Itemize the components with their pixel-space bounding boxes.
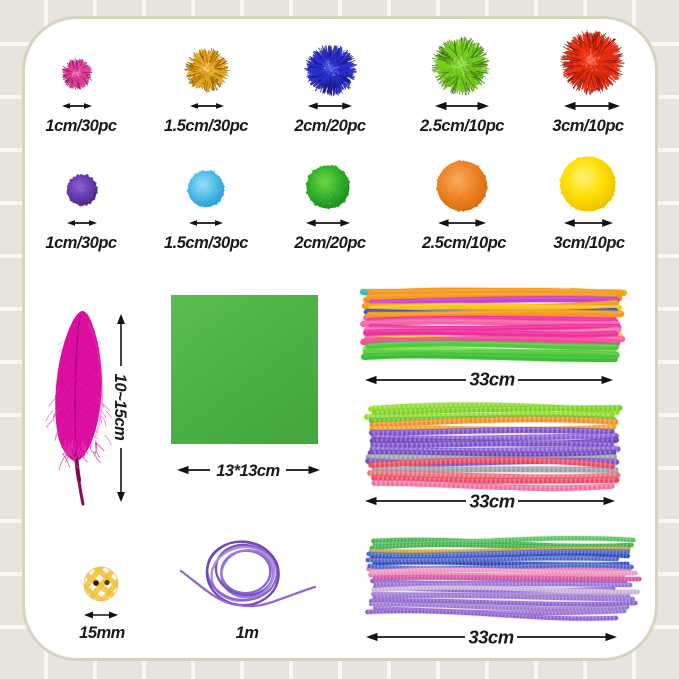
svg-text:3cm/10pc: 3cm/10pc xyxy=(553,234,625,252)
svg-text:2cm/20pc: 2cm/20pc xyxy=(293,234,366,252)
svg-text:1.5cm/30pc: 1.5cm/30pc xyxy=(164,234,248,252)
svg-text:33cm: 33cm xyxy=(469,491,514,512)
svg-text:33cm: 33cm xyxy=(469,369,514,390)
svg-text:2cm/20pc: 2cm/20pc xyxy=(293,117,366,135)
svg-text:33cm: 33cm xyxy=(468,627,513,648)
svg-text:3cm/10pc: 3cm/10pc xyxy=(552,117,624,135)
svg-text:2.5cm/10pc: 2.5cm/10pc xyxy=(419,117,504,135)
svg-text:1cm/30pc: 1cm/30pc xyxy=(45,234,117,252)
svg-text:10~15cm: 10~15cm xyxy=(111,374,129,441)
svg-text:1.5cm/30pc: 1.5cm/30pc xyxy=(164,117,248,135)
svg-text:13*13cm: 13*13cm xyxy=(216,462,279,480)
svg-text:2.5cm/10pc: 2.5cm/10pc xyxy=(421,234,506,252)
svg-text:1m: 1m xyxy=(236,624,259,642)
svg-text:1cm/30pc: 1cm/30pc xyxy=(45,117,117,135)
svg-text:15mm: 15mm xyxy=(79,624,125,642)
